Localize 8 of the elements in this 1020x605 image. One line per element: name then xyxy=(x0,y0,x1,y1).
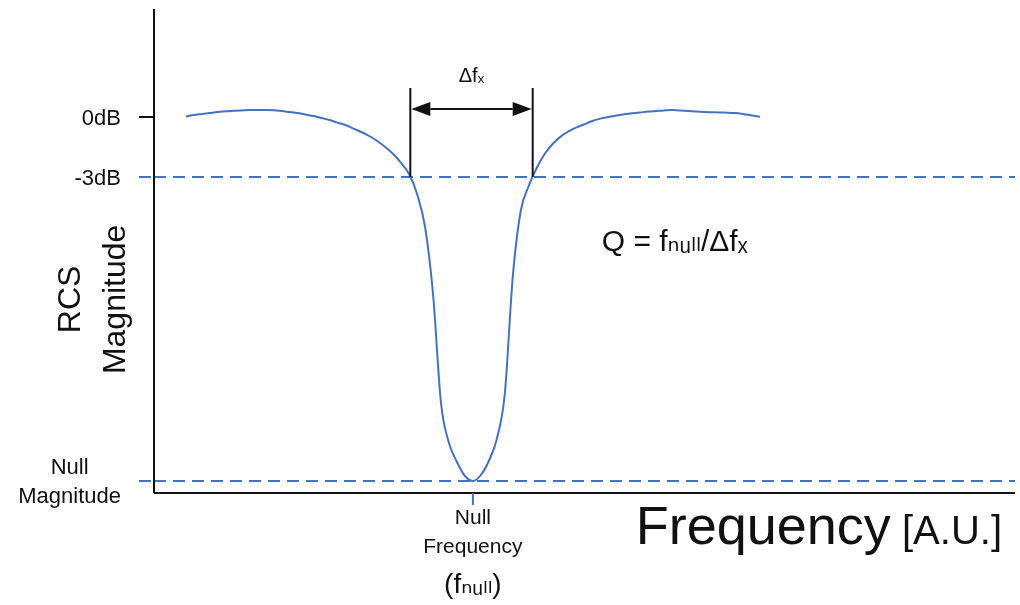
annotation: Q = fₙᵤₗₗ/Δfₓ xyxy=(601,224,748,257)
annotation: Δfₓ xyxy=(458,64,485,86)
y-axis-title: RCS Magnitude xyxy=(51,224,132,375)
y-tick-label: -3dB xyxy=(74,164,122,190)
x-axis-title: Frequency [A.U.] xyxy=(635,495,1002,555)
y-tick-label: 0dB xyxy=(81,104,122,130)
x-tick-label: Null Frequency (fₙᵤₗₗ) xyxy=(423,505,523,599)
y-tick-label: Null Magnitude xyxy=(18,454,122,509)
